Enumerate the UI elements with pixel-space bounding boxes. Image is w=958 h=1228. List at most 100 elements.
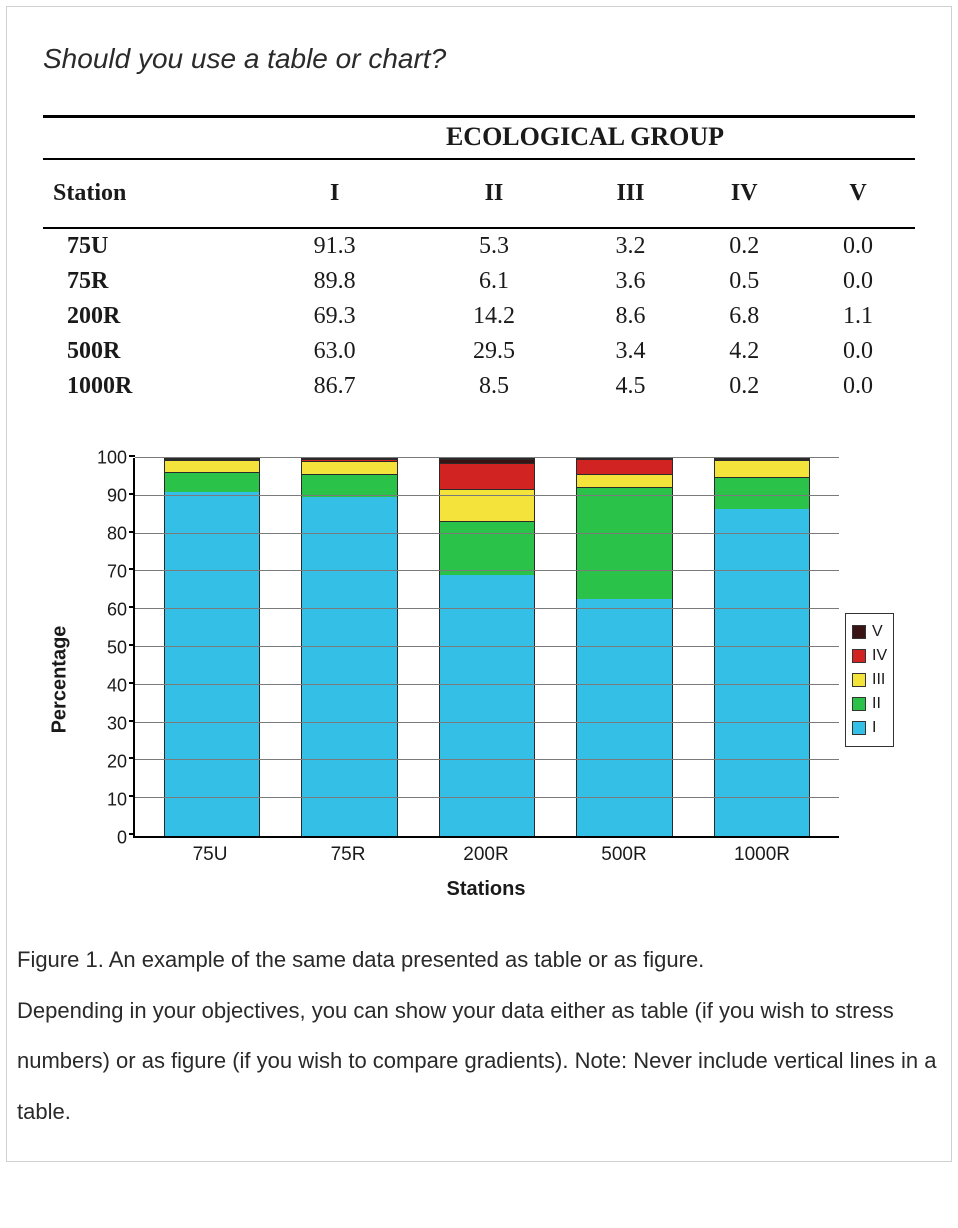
table-value-cell: 0.2 xyxy=(687,369,801,408)
table-super-header-row: ECOLOGICAL GROUP xyxy=(43,117,915,160)
chart-legend-item: II xyxy=(852,692,887,716)
chart-bar-group xyxy=(164,458,260,836)
chart-ytick-mark xyxy=(129,682,135,684)
chart-gridline xyxy=(135,533,839,534)
table-col-I: I xyxy=(255,159,414,228)
chart-bar-segment xyxy=(165,460,259,472)
chart-legend-swatch xyxy=(852,625,866,639)
chart-ytick-mark xyxy=(129,455,135,457)
table-value-cell: 89.8 xyxy=(255,264,414,299)
chart-xlabel: Stations xyxy=(133,878,839,901)
chart-legend-swatch xyxy=(852,721,866,735)
chart-ytick-mark xyxy=(129,568,135,570)
chart-bar-segment xyxy=(715,477,809,509)
chart-xtick-label: 75R xyxy=(300,838,397,878)
table-row: 75R89.86.13.60.50.0 xyxy=(43,264,915,299)
chart-ytick-mark xyxy=(129,795,135,797)
chart-bar-segment xyxy=(165,472,259,492)
chart-bar-group xyxy=(714,458,810,836)
chart-ytick-label: 90 xyxy=(107,486,127,507)
chart-legend-label: II xyxy=(872,695,881,713)
table-row: 200R69.314.28.66.81.1 xyxy=(43,299,915,334)
chart-gridline xyxy=(135,684,839,685)
table-value-cell: 6.8 xyxy=(687,299,801,334)
chart-gridline xyxy=(135,797,839,798)
table-value-cell: 3.4 xyxy=(574,334,688,369)
table-value-cell: 63.0 xyxy=(255,334,414,369)
table-col-header-row: Station I II III IV V xyxy=(43,159,915,228)
chart-bar-segment xyxy=(440,521,534,575)
chart-legend-label: V xyxy=(872,623,883,641)
table-row: 75U91.35.33.20.20.0 xyxy=(43,228,915,264)
table-station-cell: 1000R xyxy=(43,369,255,408)
table-station-cell: 75U xyxy=(43,228,255,264)
chart-yticks: 0102030405060708090100 xyxy=(83,458,133,838)
chart-xticks: 75U75R200R500R1000R xyxy=(133,838,839,878)
ecological-table: ECOLOGICAL GROUP Station I II III IV V 7… xyxy=(43,115,915,408)
table-value-cell: 3.6 xyxy=(574,264,688,299)
chart-gridline xyxy=(135,722,839,723)
chart-ytick-label: 20 xyxy=(107,752,127,773)
chart-ytick-label: 30 xyxy=(107,714,127,735)
chart-bar-segment xyxy=(440,489,534,521)
table-value-cell: 69.3 xyxy=(255,299,414,334)
figure-caption: Figure 1. An example of the same data pr… xyxy=(13,923,945,1155)
chart-gridline xyxy=(135,457,839,458)
chart-gridline xyxy=(135,608,839,609)
table-row: 500R63.029.53.44.20.0 xyxy=(43,334,915,369)
chart-gridline xyxy=(135,570,839,571)
table-value-cell: 3.2 xyxy=(574,228,688,264)
table-value-cell: 0.0 xyxy=(801,264,915,299)
chart-ytick-label: 80 xyxy=(107,524,127,545)
chart-legend-label: III xyxy=(872,671,885,689)
table-value-cell: 1.1 xyxy=(801,299,915,334)
chart-bars-layer xyxy=(135,458,839,836)
chart-legend-swatch xyxy=(852,697,866,711)
table-value-cell: 8.6 xyxy=(574,299,688,334)
table-super-header: ECOLOGICAL GROUP xyxy=(255,117,915,160)
table-station-cell: 75R xyxy=(43,264,255,299)
chart-gridline xyxy=(135,759,839,760)
table-super-header-empty xyxy=(43,117,255,160)
chart-ylabel: Percentage xyxy=(49,626,72,734)
chart-ytick-label: 0 xyxy=(117,828,127,849)
chart-bar-segment xyxy=(165,492,259,836)
chart-main: 0102030405060708090100 75U75R200R500R100… xyxy=(83,458,839,901)
table-value-cell: 14.2 xyxy=(414,299,573,334)
table-value-cell: 0.0 xyxy=(801,334,915,369)
chart-legend-item: V xyxy=(852,620,887,644)
chart-ytick-mark xyxy=(129,833,135,835)
table-value-cell: 0.5 xyxy=(687,264,801,299)
table-value-cell: 4.5 xyxy=(574,369,688,408)
chart-xtick-label: 1000R xyxy=(714,838,811,878)
table-body: 75U91.35.33.20.20.075R89.86.13.60.50.020… xyxy=(43,228,915,408)
table-station-cell: 500R xyxy=(43,334,255,369)
table-value-cell: 0.0 xyxy=(801,228,915,264)
chart-ytick-label: 60 xyxy=(107,600,127,621)
chart-plot-row: 0102030405060708090100 xyxy=(83,458,839,838)
chart-legend-label: I xyxy=(872,719,876,737)
chart-plot-area xyxy=(133,458,839,838)
table-value-cell: 86.7 xyxy=(255,369,414,408)
chart-legend-swatch xyxy=(852,673,866,687)
chart-ylabel-col: Percentage xyxy=(43,458,77,901)
chart-ytick-mark xyxy=(129,606,135,608)
table-value-cell: 8.5 xyxy=(414,369,573,408)
chart-legend: VIVIIIIII xyxy=(845,613,894,747)
chart-ytick-mark xyxy=(129,720,135,722)
table-value-cell: 6.1 xyxy=(414,264,573,299)
chart-gridline xyxy=(135,495,839,496)
chart-legend-item: I xyxy=(852,716,887,740)
stacked-bar-chart: Percentage 0102030405060708090100 75U75R… xyxy=(43,458,915,901)
chart-xtick-label: 75U xyxy=(162,838,259,878)
chart-gridline xyxy=(135,646,839,647)
chart-legend-label: IV xyxy=(872,647,887,665)
chart-bar-segment xyxy=(577,599,671,837)
chart-xtick-label: 200R xyxy=(438,838,535,878)
chart-bar-segment xyxy=(715,509,809,836)
chart-ytick-label: 50 xyxy=(107,638,127,659)
table-col-II: II xyxy=(414,159,573,228)
table-value-cell: 29.5 xyxy=(414,334,573,369)
chart-ytick-label: 40 xyxy=(107,676,127,697)
table-col-station: Station xyxy=(43,159,255,228)
